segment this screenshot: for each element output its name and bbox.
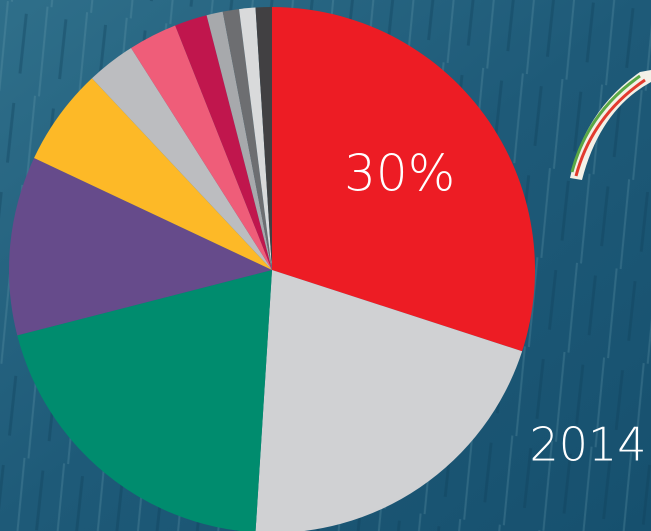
pie-slice <box>91 47 272 270</box>
pie-slice <box>34 78 272 270</box>
pie-slice <box>175 15 272 270</box>
pie: 30% <box>9 7 535 531</box>
paraglider <box>570 70 651 180</box>
pie-slice <box>255 7 272 270</box>
pie-slice <box>239 7 272 270</box>
slice-label: 30% <box>344 145 455 203</box>
pie-slice <box>9 158 273 336</box>
pie-slice <box>131 25 272 271</box>
pie-slice <box>222 9 272 271</box>
pie-slice <box>272 7 535 352</box>
pie-slice <box>206 11 272 271</box>
pie-slice <box>255 270 523 531</box>
pie-slice <box>17 270 272 531</box>
chart-title: 2014 <box>529 418 646 472</box>
